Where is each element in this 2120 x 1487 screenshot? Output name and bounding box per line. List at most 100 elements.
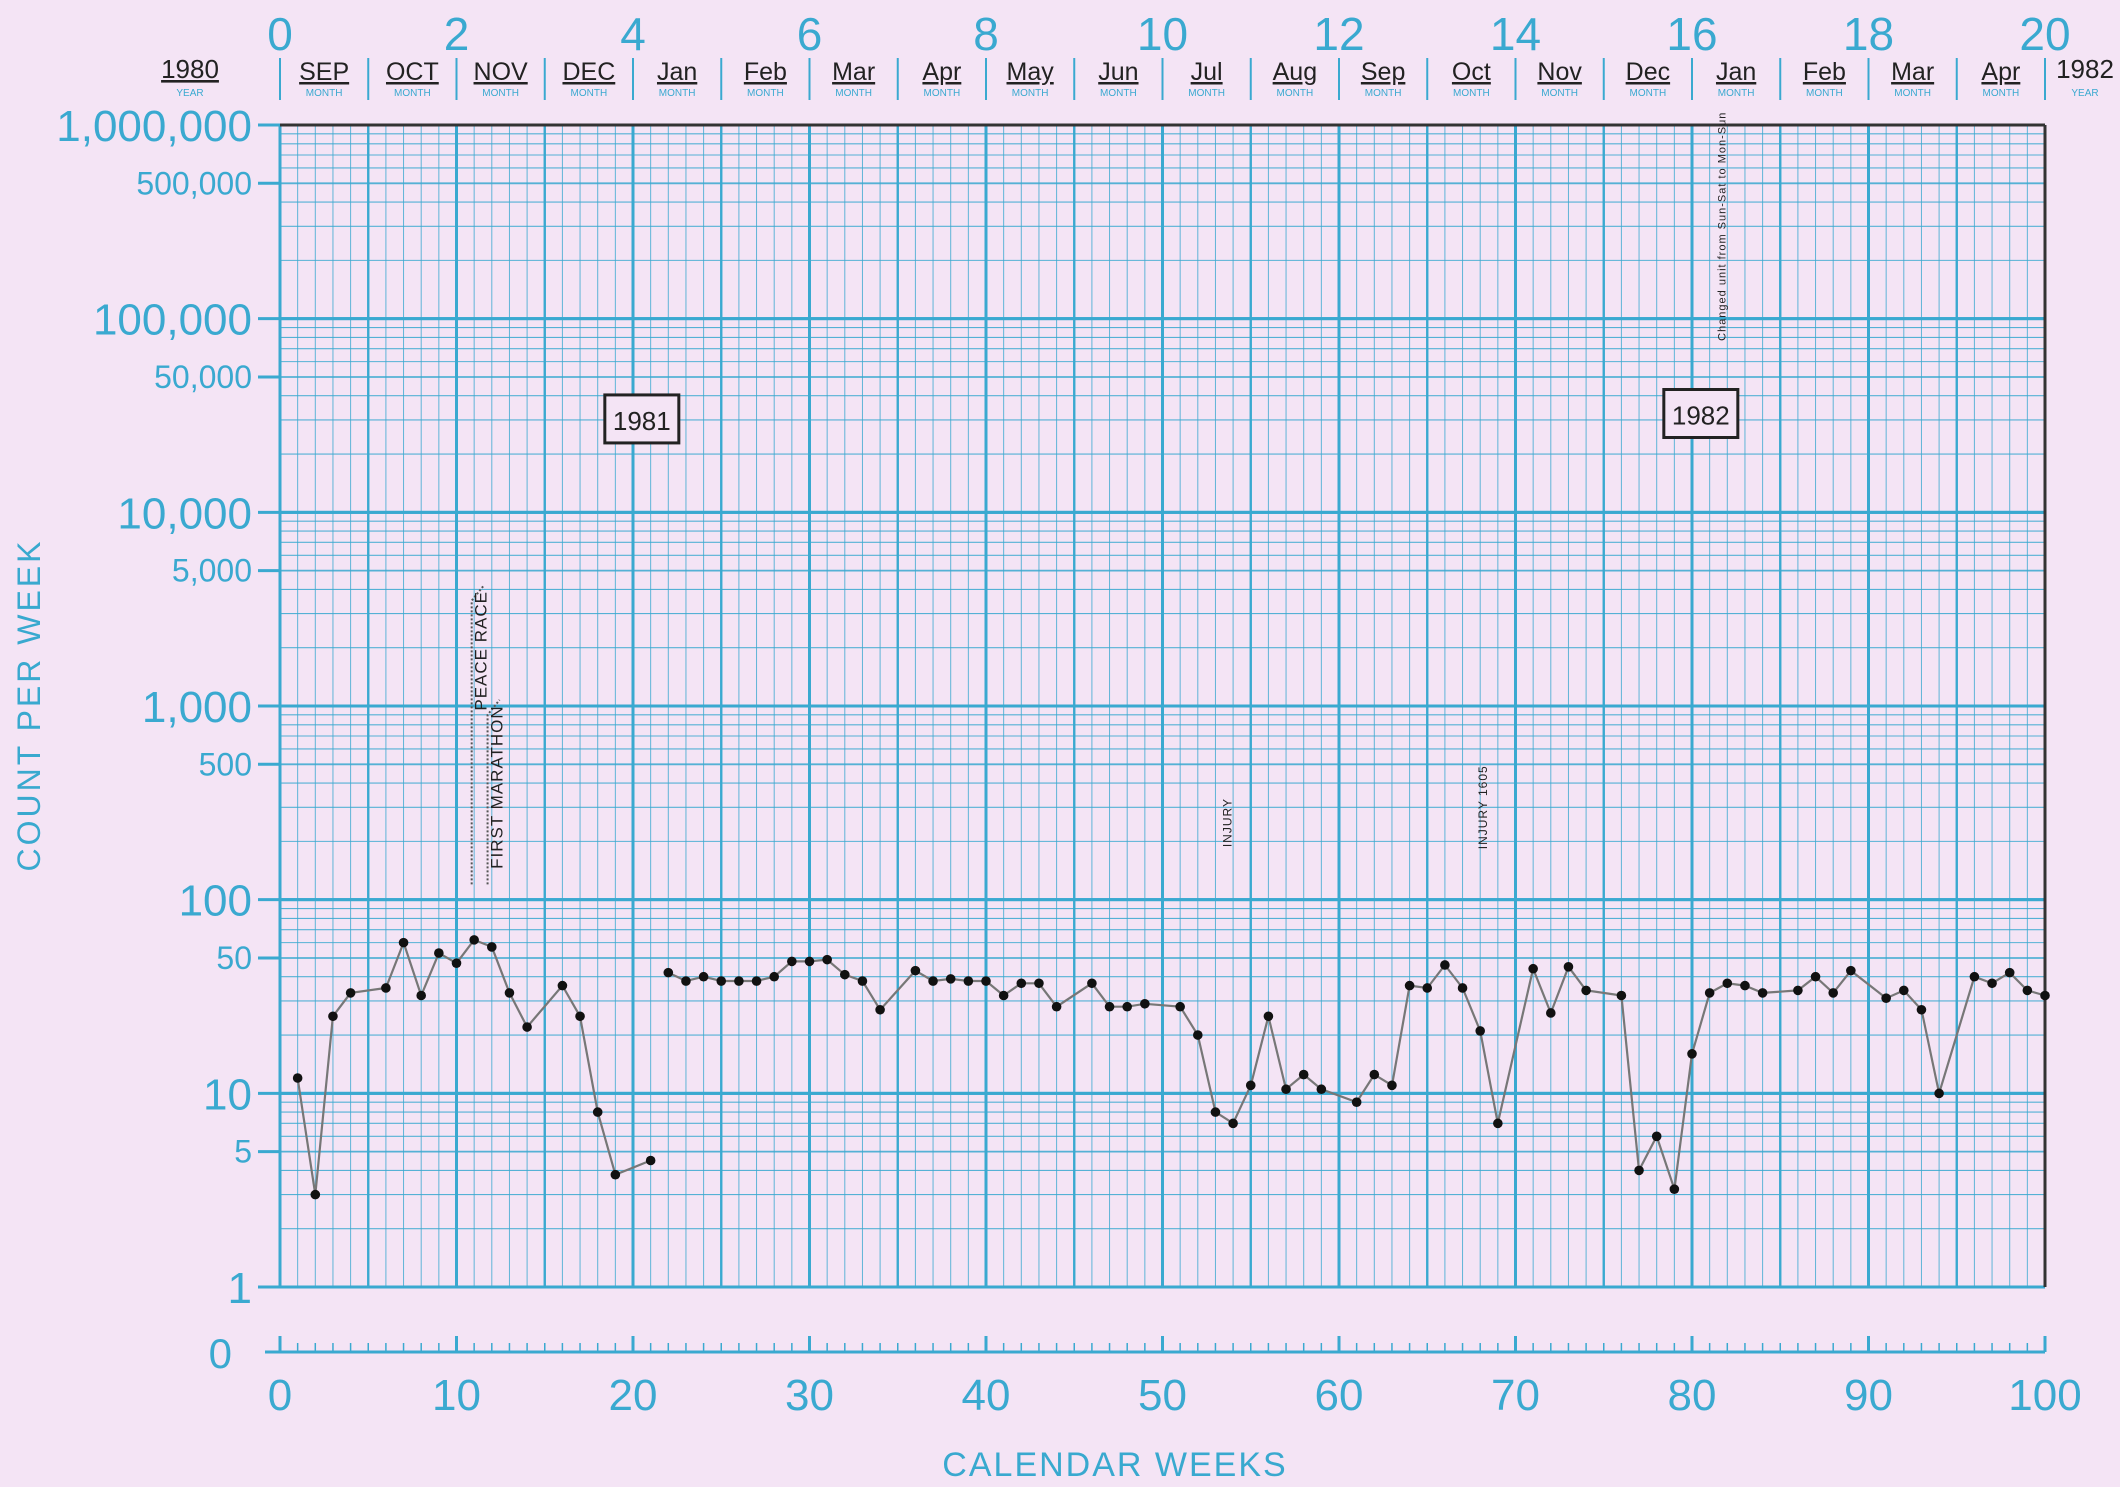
month-sublabel: MONTH — [482, 88, 519, 99]
data-point — [1245, 1080, 1256, 1091]
top-tick-label: 10 — [1137, 8, 1188, 60]
data-point — [1228, 1118, 1238, 1129]
data-point — [1493, 1118, 1503, 1129]
data-point — [1969, 971, 1980, 982]
y-tick-label: 100,000 — [93, 296, 252, 345]
data-point — [1987, 978, 1997, 989]
month-label: DEC — [562, 58, 615, 86]
top-tick-label: 14 — [1490, 8, 1541, 60]
data-point — [840, 969, 850, 980]
data-point — [910, 965, 921, 976]
month-label: Jun — [1098, 58, 1138, 86]
data-point — [1846, 965, 1856, 976]
month-label: Sep — [1361, 58, 1405, 86]
year-box — [603, 393, 681, 445]
data-point — [1087, 978, 1097, 989]
data-point — [522, 1022, 532, 1032]
data-point — [310, 1189, 321, 1200]
data-point — [1669, 1184, 1680, 1194]
top-tick-label: 8 — [973, 8, 999, 60]
data-point — [963, 976, 974, 986]
data-point — [716, 976, 727, 986]
month-sublabel: MONTH — [1453, 88, 1490, 99]
data-point — [592, 1107, 603, 1117]
data-series — [292, 935, 2050, 1200]
month-label: Jan — [657, 58, 697, 86]
y-tick-label: 10,000 — [117, 489, 252, 538]
data-point — [1828, 988, 1838, 998]
data-point — [451, 958, 462, 968]
data-point — [2040, 990, 2050, 1001]
data-point — [1457, 983, 1468, 993]
data-point — [1193, 1030, 1203, 1040]
data-point — [875, 1004, 885, 1015]
data-point — [1546, 1008, 1556, 1018]
year-end-sublabel: YEAR — [2071, 88, 2098, 99]
y-tick-label: 500,000 — [136, 165, 252, 201]
month-sublabel: MONTH — [1983, 88, 2020, 99]
data-point — [1140, 998, 1150, 1009]
data-point — [1704, 988, 1715, 998]
zero-label: 0 — [209, 1330, 232, 1377]
year-box — [1662, 388, 1740, 440]
x-tick-label: 10 — [432, 1371, 481, 1420]
annotation-text: Changed unit from Sun-Sat to Mon-Sun — [1716, 112, 1728, 341]
y-tick-label: 100 — [179, 877, 252, 926]
data-point — [787, 956, 797, 967]
month-label: SEP — [299, 58, 349, 86]
month-label: Aug — [1273, 58, 1317, 86]
data-point — [698, 971, 709, 982]
series-line-segment — [667, 958, 2046, 1190]
year-box-label: 1981 — [613, 406, 671, 436]
y-tick-label: 500 — [199, 746, 252, 782]
month-sublabel: MONTH — [394, 88, 431, 99]
data-point — [804, 956, 815, 967]
x-tick-label: 90 — [1844, 1371, 1893, 1420]
data-point — [1034, 978, 1044, 989]
y-tick-label: 1,000,000 — [56, 102, 252, 151]
data-point — [1316, 1084, 1327, 1095]
top-tick-label: 0 — [267, 8, 293, 60]
data-point — [292, 1073, 303, 1083]
data-point — [434, 948, 444, 958]
data-point — [663, 967, 674, 978]
data-point — [645, 1155, 656, 1166]
data-point — [751, 976, 762, 986]
month-sublabel: MONTH — [659, 88, 696, 99]
data-point — [981, 976, 991, 986]
month-header: 1980 YEAR 1982 YEAR SEP MONTH OCT MONTH NOV MONTH… — [161, 54, 2114, 100]
year-start-label: 1980 — [161, 54, 219, 84]
data-point — [1475, 1026, 1485, 1036]
data-point — [1810, 971, 1821, 982]
data-point — [1369, 1069, 1380, 1080]
data-point — [487, 942, 497, 952]
data-point — [1351, 1097, 1362, 1107]
data-point — [998, 990, 1009, 1001]
month-sublabel: MONTH — [1630, 88, 1667, 99]
data-point — [1404, 980, 1415, 991]
data-point — [681, 976, 691, 986]
data-point — [416, 990, 427, 1001]
data-point — [575, 1011, 585, 1022]
top-tick-label: 4 — [620, 8, 646, 60]
data-point — [1616, 990, 1627, 1001]
x-tick-label: 20 — [609, 1371, 658, 1420]
annotation-text: INJURY — [1220, 798, 1234, 847]
data-point — [1740, 980, 1750, 991]
month-sublabel: MONTH — [1718, 88, 1755, 99]
data-point — [1387, 1080, 1397, 1091]
year-box-label: 1982 — [1672, 401, 1730, 431]
month-label: OCT — [386, 58, 439, 86]
data-point — [1422, 983, 1433, 993]
month-label: Mar — [832, 58, 875, 86]
data-point — [1634, 1165, 1644, 1176]
month-sublabel: MONTH — [1894, 88, 1931, 99]
data-point — [398, 937, 409, 948]
data-point — [1440, 960, 1450, 970]
annotation-bracket — [486, 699, 501, 885]
data-point — [928, 976, 938, 986]
data-point — [1793, 985, 1803, 996]
month-sublabel: MONTH — [924, 88, 961, 99]
month-label: Feb — [744, 58, 787, 86]
